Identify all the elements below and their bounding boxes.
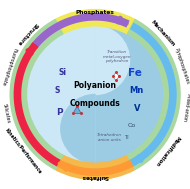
Text: Kinetics/Performance: Kinetics/Performance <box>4 127 43 174</box>
Text: Mixed-anion: Mixed-anion <box>181 92 190 122</box>
Text: Transition
metal-oxygen
polyhedron: Transition metal-oxygen polyhedron <box>103 50 131 64</box>
Wedge shape <box>95 26 130 94</box>
Text: Fe: Fe <box>128 68 142 78</box>
Wedge shape <box>10 19 63 170</box>
Text: Si: Si <box>59 68 67 77</box>
Text: S: S <box>55 86 60 95</box>
Text: Pyrophosphates: Pyrophosphates <box>174 48 190 85</box>
Text: Mechanism: Mechanism <box>150 19 176 47</box>
Wedge shape <box>61 94 95 163</box>
Wedge shape <box>26 26 95 163</box>
Wedge shape <box>127 19 180 170</box>
Text: Ti: Ti <box>124 135 128 140</box>
Text: P: P <box>56 108 62 117</box>
Text: Co: Co <box>127 123 135 128</box>
Text: Structure: Structure <box>16 21 39 46</box>
Polygon shape <box>73 106 81 113</box>
Text: Tetrahedron
anion units: Tetrahedron anion units <box>97 133 122 142</box>
Polygon shape <box>113 72 119 80</box>
Text: Modification: Modification <box>154 135 180 167</box>
Text: Polyanion: Polyanion <box>74 81 117 90</box>
Text: Silicates: Silicates <box>1 103 10 124</box>
Text: Compounds: Compounds <box>70 99 120 108</box>
Wedge shape <box>55 155 135 179</box>
Circle shape <box>26 26 164 163</box>
Text: Phosphates: Phosphates <box>76 10 115 15</box>
Text: Sulfates: Sulfates <box>81 174 109 179</box>
Text: Fluorophosphate: Fluorophosphate <box>0 47 17 86</box>
Wedge shape <box>95 26 164 163</box>
Text: Mn: Mn <box>130 86 144 95</box>
Wedge shape <box>55 10 135 34</box>
Text: V: V <box>133 105 140 113</box>
